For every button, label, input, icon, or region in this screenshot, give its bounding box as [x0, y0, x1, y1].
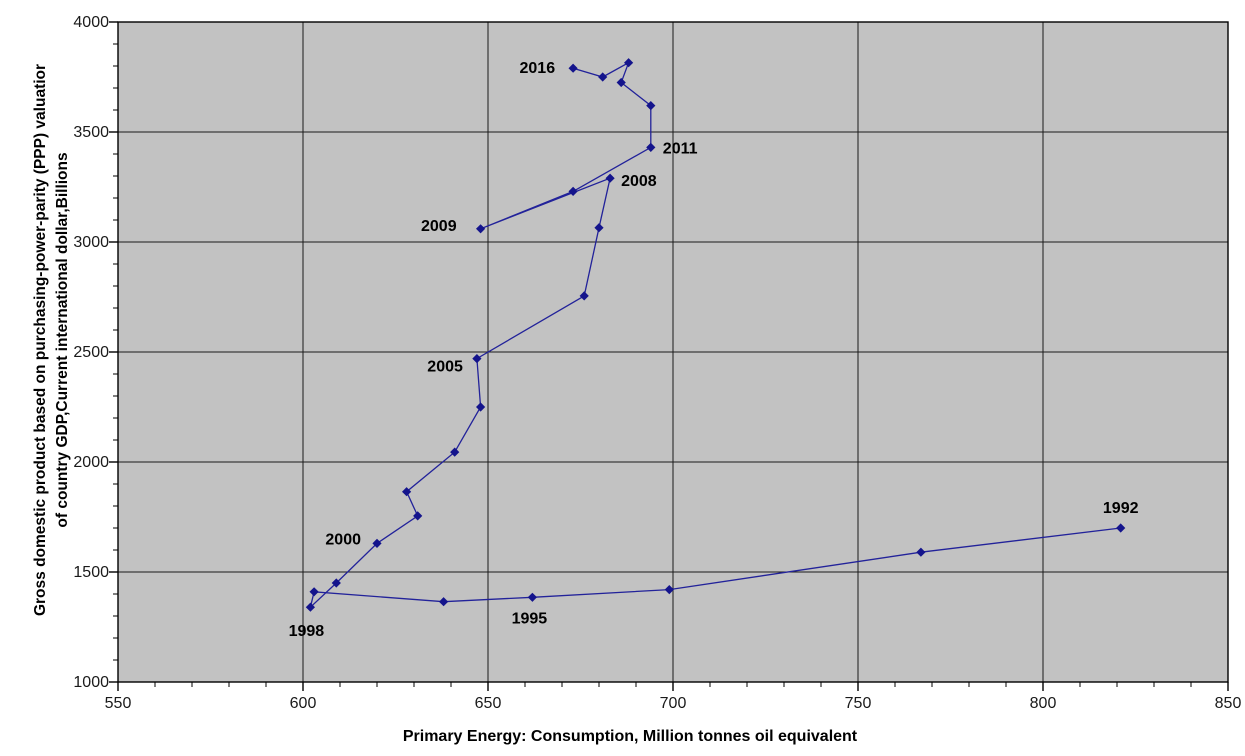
data-point-2000	[372, 538, 382, 548]
data-point-1998	[305, 602, 315, 612]
x-tick-label: 750	[845, 695, 872, 712]
x-tick-label: 650	[475, 695, 502, 712]
data-point-2012	[646, 101, 656, 111]
y-tick-label: 2000	[73, 454, 109, 471]
year-annotations: 1992 1995 1998 2000 2005 2008 2009 2011 2016	[289, 60, 1139, 640]
year-label-2000: 2000	[325, 531, 361, 548]
y-tick-label: 1000	[73, 674, 109, 691]
data-point-2014	[624, 58, 634, 68]
data-point-1993	[916, 547, 926, 557]
y-tick-label: 1500	[73, 564, 109, 581]
data-point-2009	[476, 224, 486, 234]
data-series	[305, 58, 1126, 612]
data-point-2004	[476, 402, 486, 412]
data-point-2002	[402, 487, 412, 497]
axis-ticks	[109, 21, 1229, 691]
data-point-2010	[568, 186, 578, 196]
year-label-2005: 2005	[427, 359, 463, 376]
data-point-2001	[413, 511, 423, 521]
data-point-2008	[605, 173, 615, 183]
data-point-1996	[439, 597, 449, 607]
x-tick-label: 800	[1030, 695, 1057, 712]
data-point-2007	[594, 223, 604, 233]
data-point-1995	[527, 592, 537, 602]
data-point-2016	[568, 63, 578, 73]
y-tick-label: 4000	[73, 14, 109, 31]
data-point-1992	[1116, 523, 1126, 533]
x-tick-label: 850	[1215, 695, 1242, 712]
y-tick-label: 2500	[73, 344, 109, 361]
data-point-2011	[646, 142, 656, 152]
x-tick-label: 700	[660, 695, 687, 712]
x-tick-label: 550	[105, 695, 132, 712]
data-point-2006	[579, 291, 589, 301]
data-point-1997	[309, 587, 319, 597]
data-point-2013	[616, 77, 626, 88]
y-axis-title-line2: of country GDP,Current international dol…	[54, 152, 71, 527]
y-tick-label: 3500	[73, 124, 109, 141]
data-point-2005	[472, 354, 482, 364]
data-point-2015	[598, 72, 608, 82]
year-label-2011: 2011	[663, 140, 698, 157]
year-label-1992: 1992	[1103, 500, 1139, 517]
year-label-1998: 1998	[289, 623, 325, 640]
year-label-2009: 2009	[421, 218, 457, 235]
axis-tick-labels: 550 600 650 700 750 800 850 1000 1500 2000 2500 300…	[73, 14, 1241, 712]
data-point-2003	[450, 447, 460, 457]
data-point-1994	[664, 585, 674, 595]
y-tick-label: 3000	[73, 234, 109, 251]
year-label-2008: 2008	[621, 173, 657, 190]
x-tick-label: 600	[290, 695, 317, 712]
data-point-1999	[331, 578, 341, 588]
y-axis-title-line1: Gross domestic product based on purchasi…	[32, 64, 49, 616]
year-label-1995: 1995	[512, 610, 548, 627]
year-label-2016: 2016	[520, 60, 556, 77]
x-axis-title: Primary Energy: Consumption, Million ton…	[403, 728, 858, 745]
